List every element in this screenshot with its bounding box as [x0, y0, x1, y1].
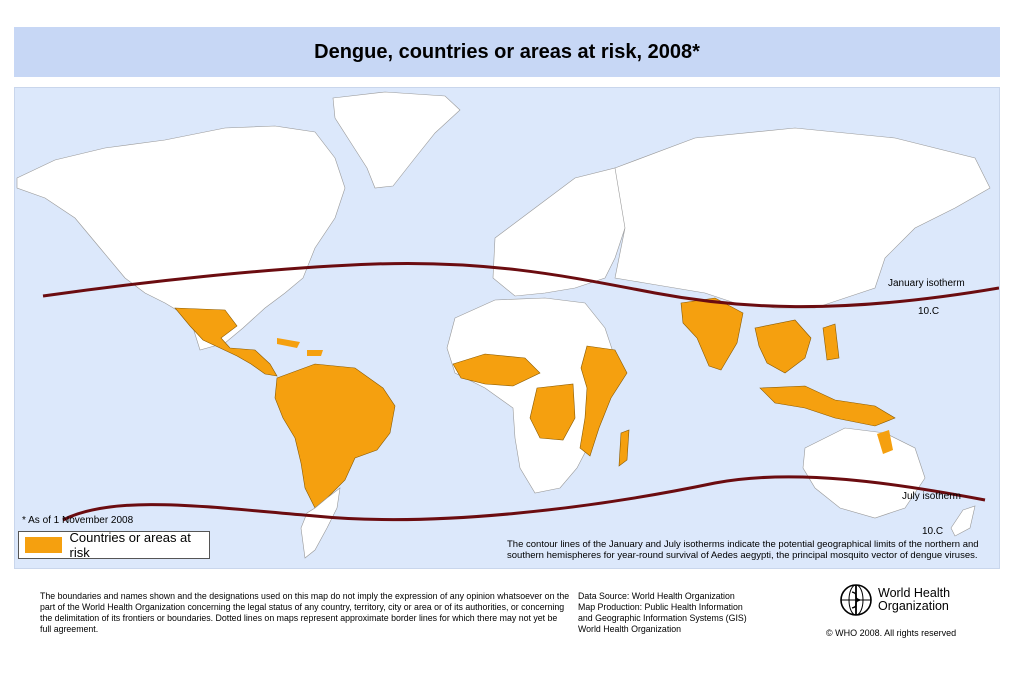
who-name-line2: Organization [878, 599, 949, 613]
as-of-footnote: * As of 1 November 2008 [22, 515, 134, 526]
landmass-asia [614, 127, 991, 309]
region-southeast-asia [754, 319, 812, 374]
disclaimer: The boundaries and names shown and the d… [40, 591, 570, 634]
isotherm-note: The contour lines of the January and Jul… [507, 539, 979, 561]
landmass-new-zealand [950, 505, 976, 537]
july-isotherm-line [62, 475, 986, 522]
landmass-north-america [16, 125, 346, 351]
january-isotherm-line [42, 261, 999, 309]
map-title: Dengue, countries or areas at risk, 2008… [314, 40, 700, 63]
landmass-southern-cone [300, 487, 341, 559]
region-west-africa [452, 353, 541, 387]
landmass-africa [446, 297, 616, 494]
copyright: © WHO 2008. All rights reserved [826, 628, 957, 638]
region-madagascar [618, 429, 630, 467]
january-isotherm-label: January isotherm [888, 278, 965, 289]
data-source: Data Source: World Health Organization M… [578, 591, 798, 635]
who-name-line1: World Health [878, 586, 951, 600]
landmass-australia [802, 427, 926, 519]
july-isotherm-temp: 10.C [922, 526, 944, 537]
region-south-america [274, 363, 396, 509]
region-east-africa [579, 345, 628, 457]
region-maritime-se-asia [759, 323, 896, 427]
legend-swatch-risk [25, 537, 62, 553]
who-name: World Health Organization [878, 587, 950, 613]
data-source-line: Data Source: World Health Organization [578, 591, 735, 601]
map-legend: Countries or areas at risk [18, 530, 210, 560]
org-line: World Health Organization [578, 624, 682, 634]
region-central-africa [529, 383, 576, 441]
title-bar: Dengue, countries or areas at risk, 2008… [14, 27, 1000, 77]
landmass-europe [492, 167, 636, 297]
map-canvas [15, 88, 999, 568]
who-logo: World Health Organization [838, 582, 950, 618]
region-mexico-central-america [174, 307, 278, 377]
legend-label: Countries or areas at risk [69, 530, 191, 560]
july-isotherm-label: July isotherm [902, 491, 961, 502]
landmass-greenland [332, 91, 461, 189]
map-production-line: Map Production: Public Health Informatio… [578, 602, 743, 612]
gis-line: and Geographic Information Systems (GIS) [578, 613, 747, 623]
january-isotherm-temp: 10.C [918, 306, 940, 317]
region-northern-australia [877, 430, 893, 454]
who-emblem-icon [840, 584, 872, 616]
world-map [14, 87, 1000, 569]
region-caribbean [277, 338, 323, 356]
